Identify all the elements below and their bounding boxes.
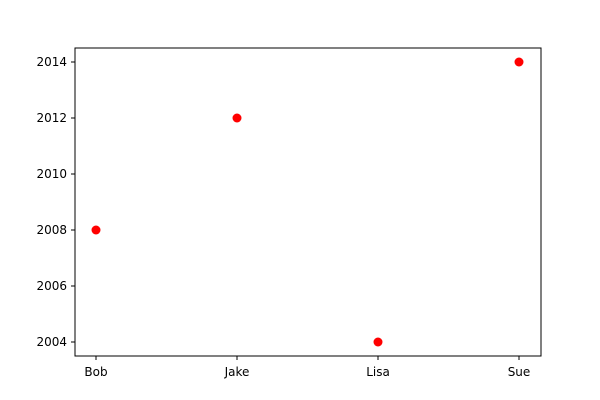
y-tick-label: 2012 [36,111,67,125]
x-tick-label: Jake [224,365,250,379]
x-tick-label: Bob [84,365,107,379]
y-tick-label: 2004 [36,335,67,349]
x-axis-ticks: Bob Jake Lisa Sue [84,356,530,379]
y-tick-label: 2014 [36,55,67,69]
x-tick-label: Sue [508,365,531,379]
scatter-point-sue [514,57,524,67]
y-tick-label: 2008 [36,223,67,237]
y-tick-label: 2006 [36,279,67,293]
plot-area [74,47,542,357]
scatter-point-lisa [373,337,383,347]
scatter-point-bob [91,225,101,235]
y-tick-label: 2010 [36,167,67,181]
data-points [91,57,524,347]
y-axis-ticks: 2004 2006 2008 2010 2012 2014 [36,55,75,349]
scatter-point-jake [232,113,242,123]
x-tick-label: Lisa [366,365,390,379]
